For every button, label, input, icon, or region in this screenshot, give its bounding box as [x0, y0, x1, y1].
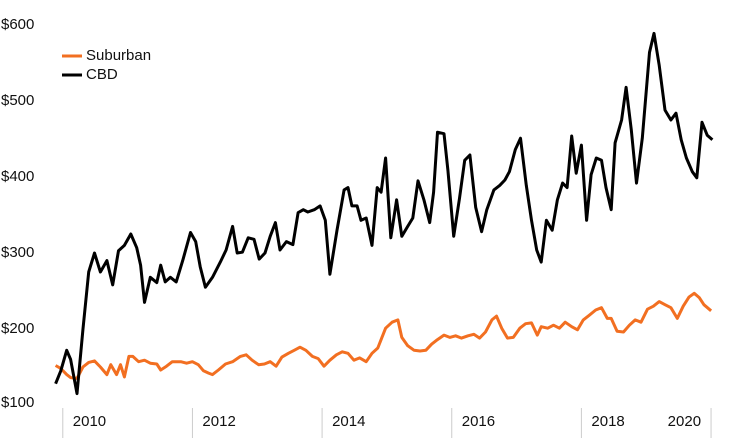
x-tick-label: 2012: [202, 413, 235, 430]
series-line: [54, 291, 713, 380]
legend-label: CBD: [86, 66, 118, 83]
legend-label: Suburban: [86, 47, 151, 64]
y-tick-label: $300: [1, 244, 34, 261]
x-tick-label: 2020: [668, 413, 701, 430]
y-tick-label: $400: [1, 168, 34, 185]
series-line: [54, 31, 714, 396]
y-tick-label: $600: [1, 16, 34, 33]
y-tick-label: $500: [1, 92, 34, 109]
x-tick-label: 2014: [332, 413, 365, 430]
x-tick-label: 2016: [462, 413, 495, 430]
y-tick-label: $100: [1, 394, 34, 411]
x-tick-label: 2018: [591, 413, 624, 430]
y-tick-label: $200: [1, 320, 34, 337]
x-tick-label: 2010: [73, 413, 106, 430]
